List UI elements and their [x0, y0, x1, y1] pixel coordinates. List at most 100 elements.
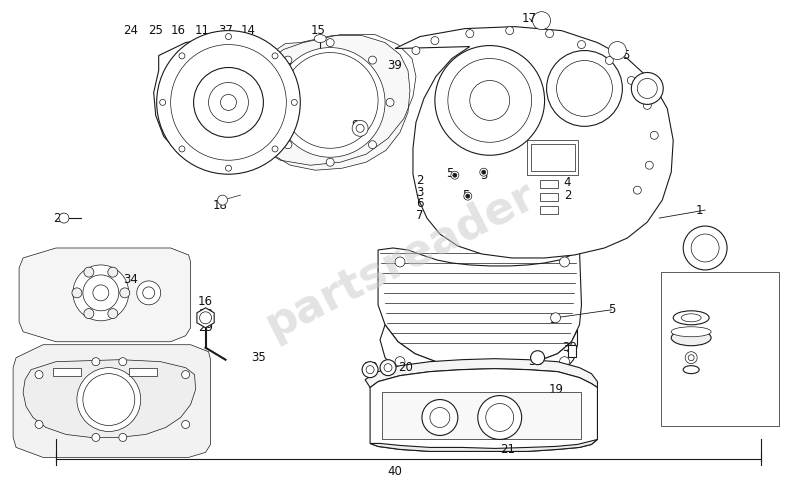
Bar [129, 368, 157, 376]
Text: 35: 35 [251, 351, 266, 364]
Circle shape [506, 26, 514, 35]
Ellipse shape [674, 311, 709, 325]
Text: 24: 24 [123, 24, 138, 37]
Circle shape [609, 42, 626, 59]
Text: 5: 5 [549, 313, 556, 326]
Circle shape [35, 370, 43, 379]
Ellipse shape [682, 314, 701, 322]
Bar [540, 180, 558, 188]
Circle shape [182, 370, 190, 379]
Text: 34: 34 [123, 273, 138, 286]
Text: 37: 37 [218, 24, 233, 37]
Text: 13: 13 [692, 244, 706, 256]
Bar [540, 193, 558, 201]
Ellipse shape [314, 35, 326, 43]
Circle shape [362, 362, 378, 378]
Text: 1: 1 [695, 204, 703, 217]
Circle shape [533, 12, 550, 29]
Text: 18: 18 [213, 198, 228, 212]
Circle shape [292, 65, 368, 140]
Circle shape [326, 158, 334, 166]
Circle shape [448, 58, 532, 142]
Text: 30: 30 [362, 361, 378, 374]
Circle shape [559, 257, 570, 267]
Circle shape [537, 16, 546, 25]
Circle shape [683, 226, 727, 270]
Text: partsreader: partsreader [258, 173, 542, 347]
Text: 5: 5 [480, 169, 487, 182]
Text: 21: 21 [500, 443, 515, 456]
Circle shape [431, 37, 439, 45]
Circle shape [272, 146, 278, 152]
Ellipse shape [671, 330, 711, 346]
Circle shape [606, 56, 614, 65]
Circle shape [73, 265, 129, 321]
Polygon shape [250, 36, 410, 170]
Text: 20: 20 [398, 361, 414, 374]
Circle shape [35, 420, 43, 428]
Circle shape [466, 29, 474, 38]
Bar [567, 345, 575, 357]
Polygon shape [395, 26, 674, 258]
Text: 16: 16 [549, 396, 564, 409]
Circle shape [631, 73, 663, 104]
Bar [382, 392, 582, 440]
Circle shape [282, 52, 378, 148]
Text: 17: 17 [522, 12, 537, 25]
Circle shape [550, 313, 561, 323]
Circle shape [92, 358, 100, 366]
Text: 27: 27 [718, 303, 733, 317]
Circle shape [451, 171, 459, 179]
Circle shape [627, 76, 635, 84]
Circle shape [272, 53, 278, 59]
Circle shape [384, 364, 392, 371]
Ellipse shape [683, 366, 699, 374]
Text: 40: 40 [387, 465, 402, 478]
Bar [540, 206, 558, 214]
Circle shape [435, 46, 545, 155]
Polygon shape [370, 368, 598, 451]
Text: 5: 5 [608, 303, 615, 317]
Text: 16: 16 [171, 24, 186, 37]
Text: 8: 8 [722, 278, 729, 292]
Circle shape [578, 41, 586, 49]
Text: 9: 9 [351, 119, 359, 132]
Text: 22: 22 [549, 409, 564, 422]
Circle shape [486, 404, 514, 432]
Circle shape [218, 195, 227, 205]
Circle shape [77, 368, 141, 432]
Text: 25: 25 [148, 24, 163, 37]
Circle shape [688, 355, 694, 361]
Circle shape [691, 234, 719, 262]
Circle shape [546, 50, 622, 126]
Ellipse shape [671, 327, 711, 337]
Polygon shape [380, 325, 578, 387]
Polygon shape [23, 360, 195, 438]
Polygon shape [378, 248, 582, 367]
Polygon shape [197, 308, 214, 328]
Circle shape [412, 47, 420, 54]
Circle shape [266, 98, 274, 106]
Circle shape [482, 170, 486, 174]
Circle shape [137, 281, 161, 305]
Circle shape [93, 285, 109, 301]
Text: 28: 28 [198, 308, 213, 321]
Circle shape [634, 186, 642, 194]
Circle shape [369, 56, 377, 64]
Text: 3: 3 [416, 186, 424, 198]
Circle shape [464, 192, 472, 200]
Circle shape [369, 141, 377, 148]
Circle shape [395, 357, 405, 367]
Circle shape [221, 95, 237, 110]
Circle shape [284, 141, 292, 148]
Circle shape [199, 312, 211, 324]
Circle shape [291, 99, 298, 105]
Polygon shape [13, 345, 210, 457]
Text: 39: 39 [387, 59, 402, 72]
Circle shape [226, 34, 231, 40]
Circle shape [386, 98, 394, 106]
Circle shape [209, 82, 249, 122]
Text: 2: 2 [416, 173, 424, 187]
Circle shape [179, 53, 185, 59]
Circle shape [422, 399, 458, 436]
